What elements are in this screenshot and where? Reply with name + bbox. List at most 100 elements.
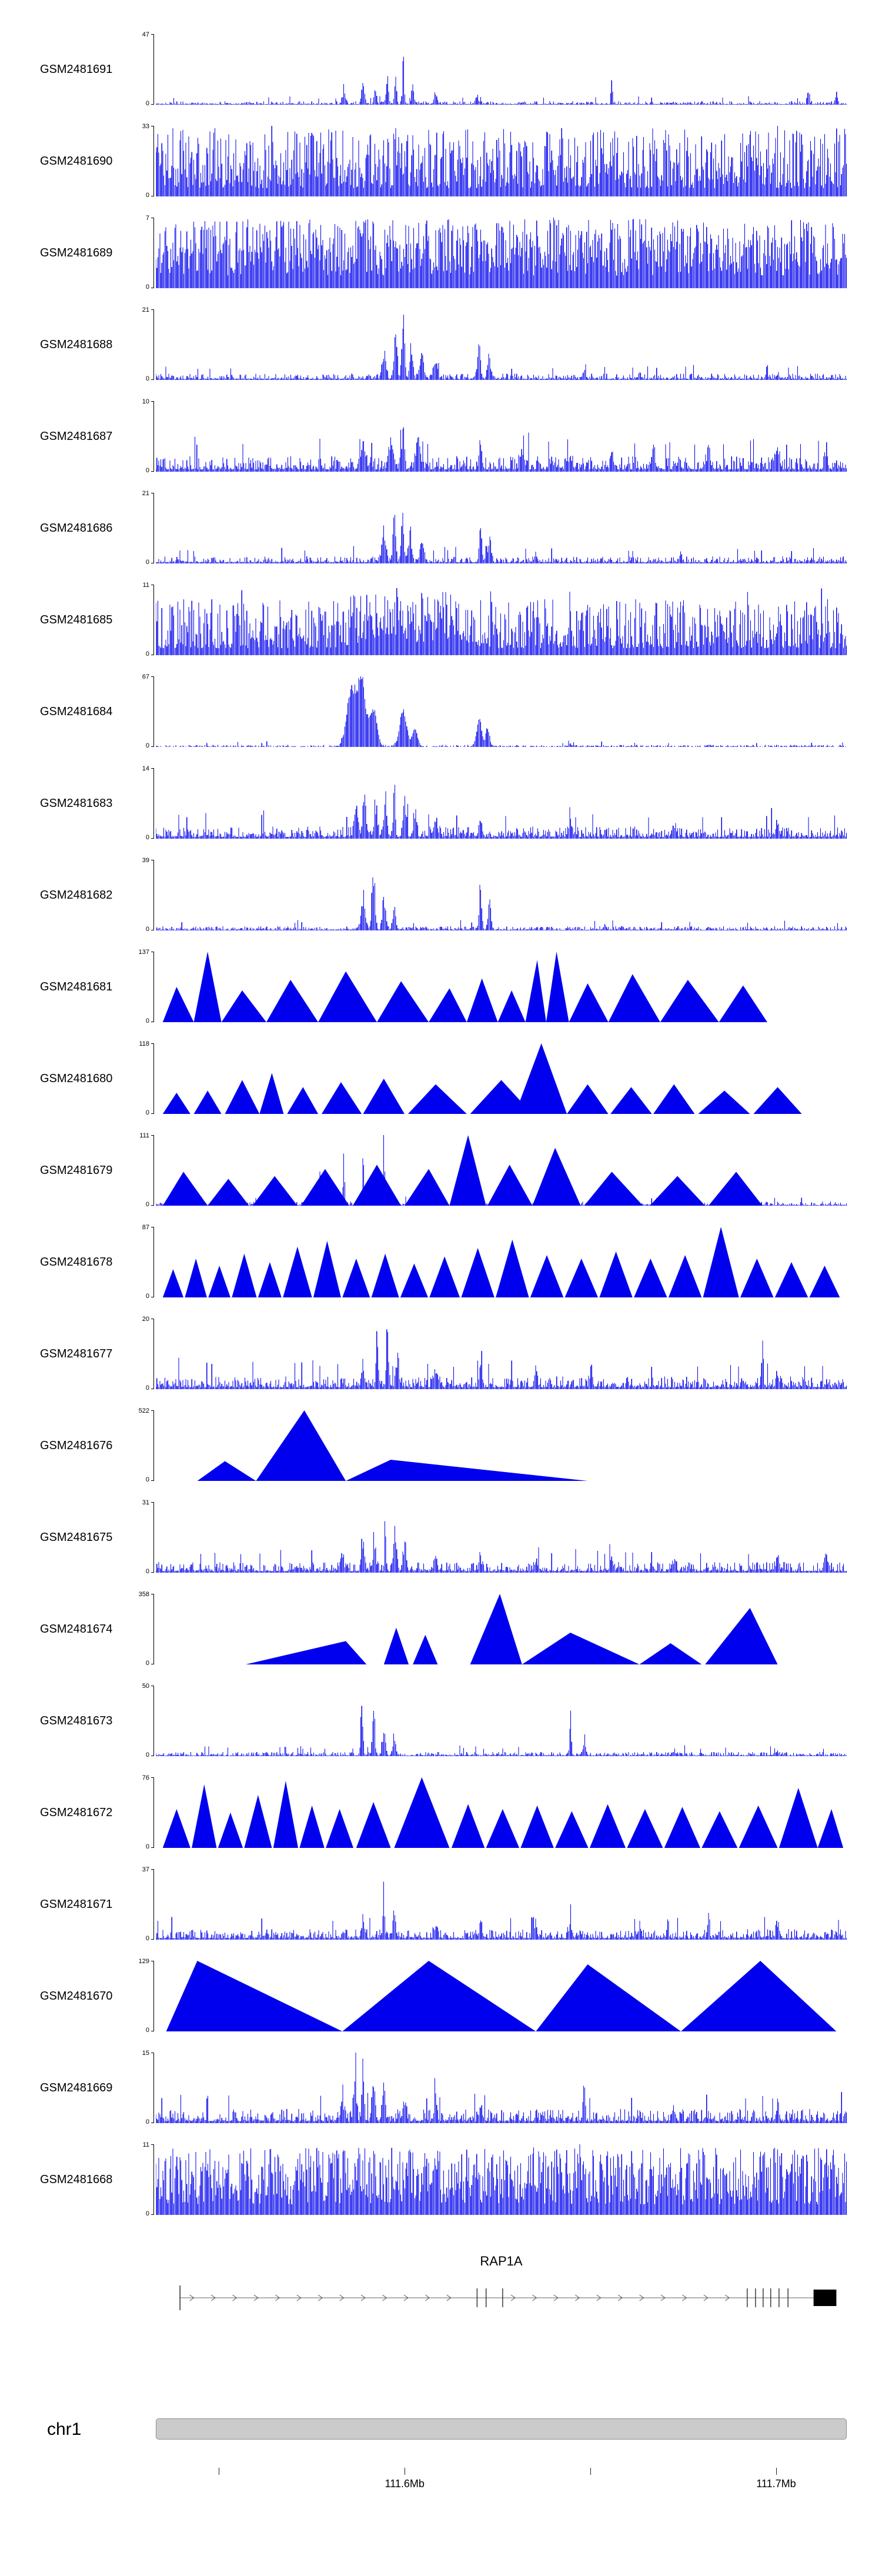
yaxis-bottom-tick [151, 104, 154, 105]
track-label: GSM2481672 [40, 1806, 113, 1819]
signal-track-row: GSM2481668 11 0 [0, 2134, 882, 2225]
track-plot: 20 0 [142, 1316, 847, 1392]
track-label: GSM2481690 [40, 154, 113, 168]
track-label: GSM2481676 [40, 1439, 113, 1452]
yaxis-min-label: 0 [145, 375, 149, 382]
ideogram-track: chr1 [0, 2418, 882, 2442]
yaxis-min-label: 0 [145, 467, 149, 474]
yaxis-max-label: 14 [142, 765, 149, 772]
yaxis-bottom-tick [151, 746, 154, 747]
yaxis-top-tick [151, 34, 154, 35]
yaxis-bottom-tick [151, 379, 154, 380]
yaxis-top-tick [151, 401, 154, 402]
yaxis-min-label: 0 [145, 650, 149, 658]
signal-track-row: GSM2481686 21 0 [0, 482, 882, 574]
track-plot: 33 0 [142, 124, 847, 199]
track-plot: 11 0 [143, 582, 847, 658]
signal-plot [156, 588, 847, 655]
yaxis-bottom-tick [151, 1939, 154, 1940]
yaxis-min-label: 0 [145, 1201, 149, 1208]
track-plot: 358 0 [139, 1591, 847, 1667]
signal-plot [156, 1881, 847, 1940]
yaxis-max-label: 137 [138, 949, 149, 956]
yaxis-min-label: 0 [145, 1017, 149, 1025]
yaxis-min-label: 0 [145, 1109, 149, 1116]
yaxis-top-tick [151, 2144, 154, 2145]
track-label: GSM2481685 [40, 613, 113, 626]
chromosome-ideogram-bar [156, 2418, 847, 2440]
yaxis-min-label: 0 [145, 2210, 149, 2217]
yaxis-max-label: 50 [142, 1683, 149, 1690]
signal-plot [156, 126, 847, 196]
yaxis-top-tick [151, 1043, 154, 1044]
track-label: GSM2481674 [40, 1622, 113, 1636]
track-label: GSM2481691 [40, 62, 113, 76]
yaxis-min-label: 0 [145, 1384, 149, 1392]
signal-track-row: GSM2481689 7 0 [0, 207, 882, 299]
signal-track-row: GSM2481685 11 0 [0, 574, 882, 666]
track-plot: 21 0 [142, 307, 847, 382]
track-label: GSM2481686 [40, 521, 113, 535]
yaxis-min-label: 0 [145, 1660, 149, 1667]
axis-tick [590, 2468, 592, 2475]
yaxis-bottom-tick [151, 1480, 154, 1481]
track-label: GSM2481675 [40, 1530, 113, 1544]
yaxis-max-label: 87 [142, 1224, 149, 1231]
signal-track-row: GSM2481691 47 0 [0, 24, 882, 115]
track-plot: 87 0 [142, 1224, 847, 1300]
track-label: GSM2481682 [40, 888, 113, 902]
yaxis-top-tick [151, 768, 154, 769]
signal-plot [197, 1410, 588, 1481]
track-label: GSM2481689 [40, 246, 113, 259]
yaxis-min-label: 0 [145, 1843, 149, 1850]
signal-track-row: GSM2481682 39 0 [0, 849, 882, 941]
signal-plot [162, 1043, 802, 1114]
axis-label: 111.7Mb [756, 2478, 796, 2490]
signal-track-row: GSM2481681 137 0 [0, 941, 882, 1033]
signal-plot [162, 1777, 844, 1848]
yaxis-top-tick [151, 1410, 154, 1411]
signal-track-row: GSM2481669 15 0 [0, 2042, 882, 2134]
yaxis-max-label: 10 [142, 398, 149, 405]
signal-plot [156, 785, 847, 839]
gene-track: RAP1A [156, 2254, 847, 2324]
track-label: GSM2481687 [40, 429, 113, 443]
signal-track-row: GSM2481673 50 0 [0, 1675, 882, 1767]
signal-track-row: GSM2481675 31 0 [0, 1491, 882, 1583]
signal-track-row: GSM2481679 111 0 [0, 1125, 882, 1216]
yaxis-min-label: 0 [145, 1476, 149, 1483]
yaxis-top-tick [151, 1135, 154, 1136]
signal-plot [156, 1521, 847, 1573]
yaxis-max-label: 15 [142, 2050, 149, 2057]
track-label: GSM2481688 [40, 338, 113, 351]
yaxis-max-label: 31 [142, 1499, 149, 1506]
axis-label: 111.6Mb [385, 2478, 425, 2490]
genome-browser-figure: GSM2481691 47 0 GSM2481690 33 0 GSM24816… [0, 24, 882, 2490]
signal-track-row: GSM2481690 33 0 [0, 115, 882, 207]
signal-track-row: GSM2481683 14 0 [0, 758, 882, 849]
yaxis-min-label: 0 [145, 2027, 149, 2034]
yaxis-max-label: 118 [139, 1040, 149, 1047]
signal-plot [156, 427, 847, 472]
track-plot: 118 0 [139, 1041, 847, 1116]
yaxis-max-label: 21 [142, 490, 149, 497]
signal-plot [156, 877, 847, 930]
signal-plot [156, 1706, 847, 1756]
yaxis-min-label: 0 [145, 1935, 149, 1942]
track-label: GSM2481679 [40, 1163, 113, 1177]
track-label: GSM2481680 [40, 1072, 113, 1085]
signal-plot [156, 56, 847, 105]
axis-tick [776, 2468, 777, 2475]
track-plot: 11 0 [143, 2142, 847, 2217]
signal-plot [156, 2144, 847, 2215]
yaxis-top-tick [151, 309, 154, 310]
track-plot: 522 0 [139, 1408, 847, 1483]
gene-model-plot [179, 2285, 837, 2310]
yaxis-top-tick [151, 676, 154, 677]
yaxis-min-label: 0 [145, 192, 149, 199]
signal-track-row: GSM2481677 20 0 [0, 1308, 882, 1400]
yaxis-top-tick [151, 1869, 154, 1870]
signal-plot [156, 2053, 847, 2123]
track-label: GSM2481683 [40, 796, 113, 810]
yaxis-max-label: 7 [145, 215, 149, 222]
